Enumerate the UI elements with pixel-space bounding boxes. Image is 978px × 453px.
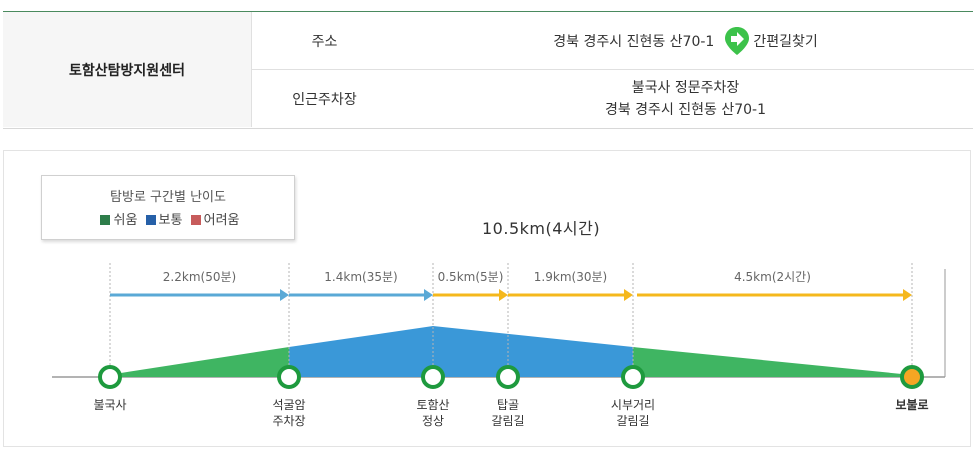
address-row: 주소 경북 경주시 진현동 산70-1 간편길찾기 <box>251 12 974 70</box>
legend-swatch-normal <box>145 215 156 225</box>
segment-arrows <box>110 289 912 301</box>
segment-label-3: 0.5km(5분) <box>437 270 504 284</box>
stop-marker <box>621 365 645 389</box>
parking-label: 인근주차장 <box>292 91 357 108</box>
stop-line1: 탑골 <box>496 398 520 412</box>
stop-markers <box>98 365 924 389</box>
difficulty-legend: 탐방로 구간별 난이도 쉬움 보통 어려움 <box>41 175 295 240</box>
arrowhead-5 <box>903 289 912 301</box>
stop-marker <box>421 365 445 389</box>
legend-swatch-easy <box>100 215 111 225</box>
address-label: 주소 <box>311 33 338 50</box>
segment-label-5: 4.5km(2시간) <box>734 270 811 284</box>
trail-profile-graphic <box>52 263 946 389</box>
stop-marker <box>277 365 301 389</box>
center-name: 토함산탐방지원센터 <box>3 12 251 127</box>
directions-button[interactable]: 간편길찾기 <box>724 26 818 56</box>
arrowhead-3 <box>499 289 508 301</box>
legend-swatch-hard <box>190 215 201 225</box>
stop-line1: 불국사 <box>93 398 127 412</box>
segment-label-1: 2.2km(50분) <box>162 270 237 284</box>
stop-line2: 갈림길 <box>616 414 650 428</box>
map-pin-arrow-icon <box>725 26 750 55</box>
stop-line1: 토함산 <box>416 398 450 412</box>
stop-line1: 보불로 <box>895 398 929 412</box>
legend-label-normal: 보통 <box>158 213 183 228</box>
legend-label-easy: 쉬움 <box>113 213 138 228</box>
stop-marker <box>496 365 520 389</box>
stop-label-bulguksa: 불국사 <box>75 397 145 413</box>
stop-line2: 정상 <box>421 414 445 428</box>
directions-label: 간편길찾기 <box>753 33 818 50</box>
parking-row: 인근주차장 불국사 정문주차장 경북 경주시 진현동 산70-1 <box>251 70 974 127</box>
segment-label-2: 1.4km(35분) <box>324 270 398 284</box>
stop-label-bobullo: 보불로 <box>877 397 947 413</box>
stop-marker <box>98 365 122 389</box>
easy-section-fill-left <box>108 347 289 377</box>
parking-value-cell: 불국사 정문주차장 경북 경주시 진현동 산70-1 <box>397 70 974 127</box>
arrowhead-2 <box>424 289 433 301</box>
legend-title: 탐방로 구간별 난이도 <box>110 190 226 205</box>
segment-label-4: 1.9km(30분) <box>533 270 608 284</box>
address-value: 경북 경주시 진현동 산70-1 <box>553 33 715 50</box>
stop-label-tohamsan-summit: 토함산 정상 <box>398 397 468 429</box>
stop-line2: 갈림길 <box>491 414 525 428</box>
parking-name: 불국사 정문주차장 <box>631 79 740 96</box>
normal-section-fill <box>289 326 633 377</box>
segment-guides <box>109 263 913 366</box>
stop-label-sibugeori-junction: 시부거리 갈림길 <box>598 397 668 429</box>
legend-label-hard: 어려움 <box>203 213 240 228</box>
trail-diagram: 탐방로 구간별 난이도 쉬움 보통 어려움 10.5km(4시간) 2.2km(… <box>3 150 971 447</box>
legend-items: 쉬움 보통 어려움 <box>42 209 294 228</box>
arrowhead-4 <box>624 289 633 301</box>
stop-line1: 시부거리 <box>610 398 656 412</box>
address-value-cell: 경북 경주시 진현동 산70-1 간편길찾기 <box>397 12 974 69</box>
stop-label-tapgol-junction: 탑골 갈림길 <box>473 397 543 429</box>
arrowhead-1 <box>280 289 289 301</box>
stop-line1: 석굴암 <box>272 398 306 412</box>
stop-label-seokguram-parking: 석굴암 주차장 <box>254 397 324 429</box>
easy-section-fill-right <box>633 347 912 377</box>
end-stop-marker <box>900 365 924 389</box>
trailhead-info-table: 토함산탐방지원센터 주소 경북 경주시 진현동 산70-1 간편길찾기 인근주차… <box>3 11 974 129</box>
total-distance: 10.5km(4시간) <box>482 219 601 238</box>
parking-address: 경북 경주시 진현동 산70-1 <box>604 101 767 118</box>
stop-line2: 주차장 <box>272 414 306 428</box>
